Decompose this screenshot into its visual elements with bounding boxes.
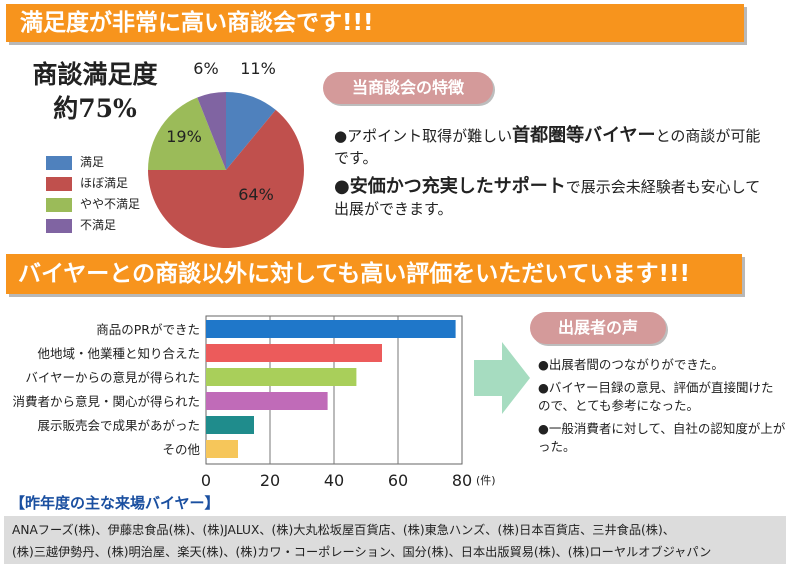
legend-label: ほぼ満足 [80, 176, 129, 190]
pie-slice [148, 109, 304, 248]
evaluation-bar-chart: 0 20 40 60 80 (件) 商品のPRができた他地域・他業種と知り合えたバイヤーから… [12, 315, 496, 490]
x-unit-label: (件) [476, 474, 496, 487]
buyers-list: ANAフーズ(株)、伊藤忠食品(株)、(株)JALUX、(株)大丸松坂屋百貨店、… [4, 516, 786, 564]
pie-slice-label: 64% [238, 185, 274, 204]
satisfaction-title: 商談満足度 約75% [22, 58, 168, 126]
x-tick-label: 80 [452, 471, 472, 490]
pie-slice [226, 92, 276, 170]
satisfaction-pie-chart: 11% 64% 19% 6% [148, 59, 304, 248]
bar [206, 368, 357, 386]
category-label: 他地域・他業種と知り合えた [37, 346, 200, 361]
voice-item: ●バイヤー目録の意見、評価が直接聞けたので、とても参考になった。 [538, 380, 774, 413]
mid-banner: バイヤーとの商談以外に対しても高い評価をいただいています!!! [6, 254, 742, 294]
legend-item: 不満足 [46, 215, 140, 236]
bar [206, 320, 456, 338]
category-label: 展示販売会で成果があがった [37, 418, 200, 433]
pie-slice-label: 6% [193, 59, 218, 78]
pie-slice [197, 92, 226, 170]
features-pill: 当商談会の特徴 [323, 72, 493, 104]
bar [206, 440, 238, 458]
bar [206, 416, 254, 434]
pie-slice [148, 97, 226, 170]
legend-swatch [46, 155, 72, 170]
category-label: 消費者から意見・関心が得られた [12, 394, 200, 409]
pie-slice-label: 11% [240, 59, 276, 78]
exhibitor-voice-list: ●出展者間のつながりができた。 ●バイヤー目録の意見、評価が直接聞けたので、とて… [538, 356, 786, 461]
category-label: 商品のPRができた [96, 322, 200, 337]
buyers-line-1: ANAフーズ(株)、伊藤忠食品(株)、(株)JALUX、(株)大丸松坂屋百貨店、… [12, 523, 675, 537]
satisfaction-title-line2: 約75% [53, 94, 137, 123]
feature-1-bold: 首都圏等バイヤー [512, 125, 656, 146]
x-tick-label: 40 [324, 471, 344, 490]
bar [206, 344, 382, 362]
feature-1-pre: ●アポイント取得が難しい [334, 127, 513, 145]
voice-item: ●一般消費者に対して、自社の認知度が上がった。 [538, 421, 786, 454]
right-arrow-icon [474, 342, 530, 414]
x-tick-label: 20 [260, 471, 280, 490]
legend-swatch [46, 176, 72, 191]
legend-item: 満足 [46, 152, 140, 173]
feature-item-1: ●アポイント取得が難しい首都圏等バイヤーとの商談が可能です。 [334, 125, 764, 169]
category-label: その他 [162, 442, 200, 457]
buyers-line-2: (株)三越伊勢丹、(株)明治屋、楽天(株)、(株)カワ・コーポレーション、国分(… [12, 545, 712, 559]
legend-item: ほぼ満足 [46, 173, 140, 194]
feature-2-bold: 安価かつ充実したサポート [349, 176, 566, 197]
voice-item: ●出展者間のつながりができた。 [538, 357, 724, 372]
top-banner: 満足度が非常に高い商談会です!!! [6, 4, 744, 42]
satisfaction-title-line1: 商談満足度 [32, 60, 158, 89]
pie-slice-label: 19% [166, 127, 202, 146]
buyers-title: 【昨年度の主な来場バイヤー】 [10, 494, 220, 512]
x-tick-label: 0 [201, 471, 211, 490]
legend-item: やや不満足 [46, 194, 140, 215]
feature-2-post: で展示会未経験者も安心して出展ができます。 [334, 178, 761, 218]
legend-label: やや不満足 [80, 197, 141, 211]
feature-1-post: との商談が可能です。 [334, 127, 761, 167]
legend-swatch [46, 197, 72, 212]
legend-swatch [46, 218, 72, 233]
category-label: バイヤーからの意見が得られた [25, 370, 200, 385]
legend-label: 満足 [80, 155, 105, 169]
voice-pill: 出展者の声 [530, 312, 666, 344]
bar [206, 392, 328, 410]
x-tick-label: 60 [388, 471, 408, 490]
feature-item-2: ●安価かつ充実したサポートで展示会未経験者も安心して出展ができます。 [334, 176, 764, 220]
pie-legend: 満足ほぼ満足やや不満足不満足 [46, 152, 140, 236]
feature-2-pre: ● [334, 176, 350, 197]
legend-label: 不満足 [80, 218, 117, 232]
